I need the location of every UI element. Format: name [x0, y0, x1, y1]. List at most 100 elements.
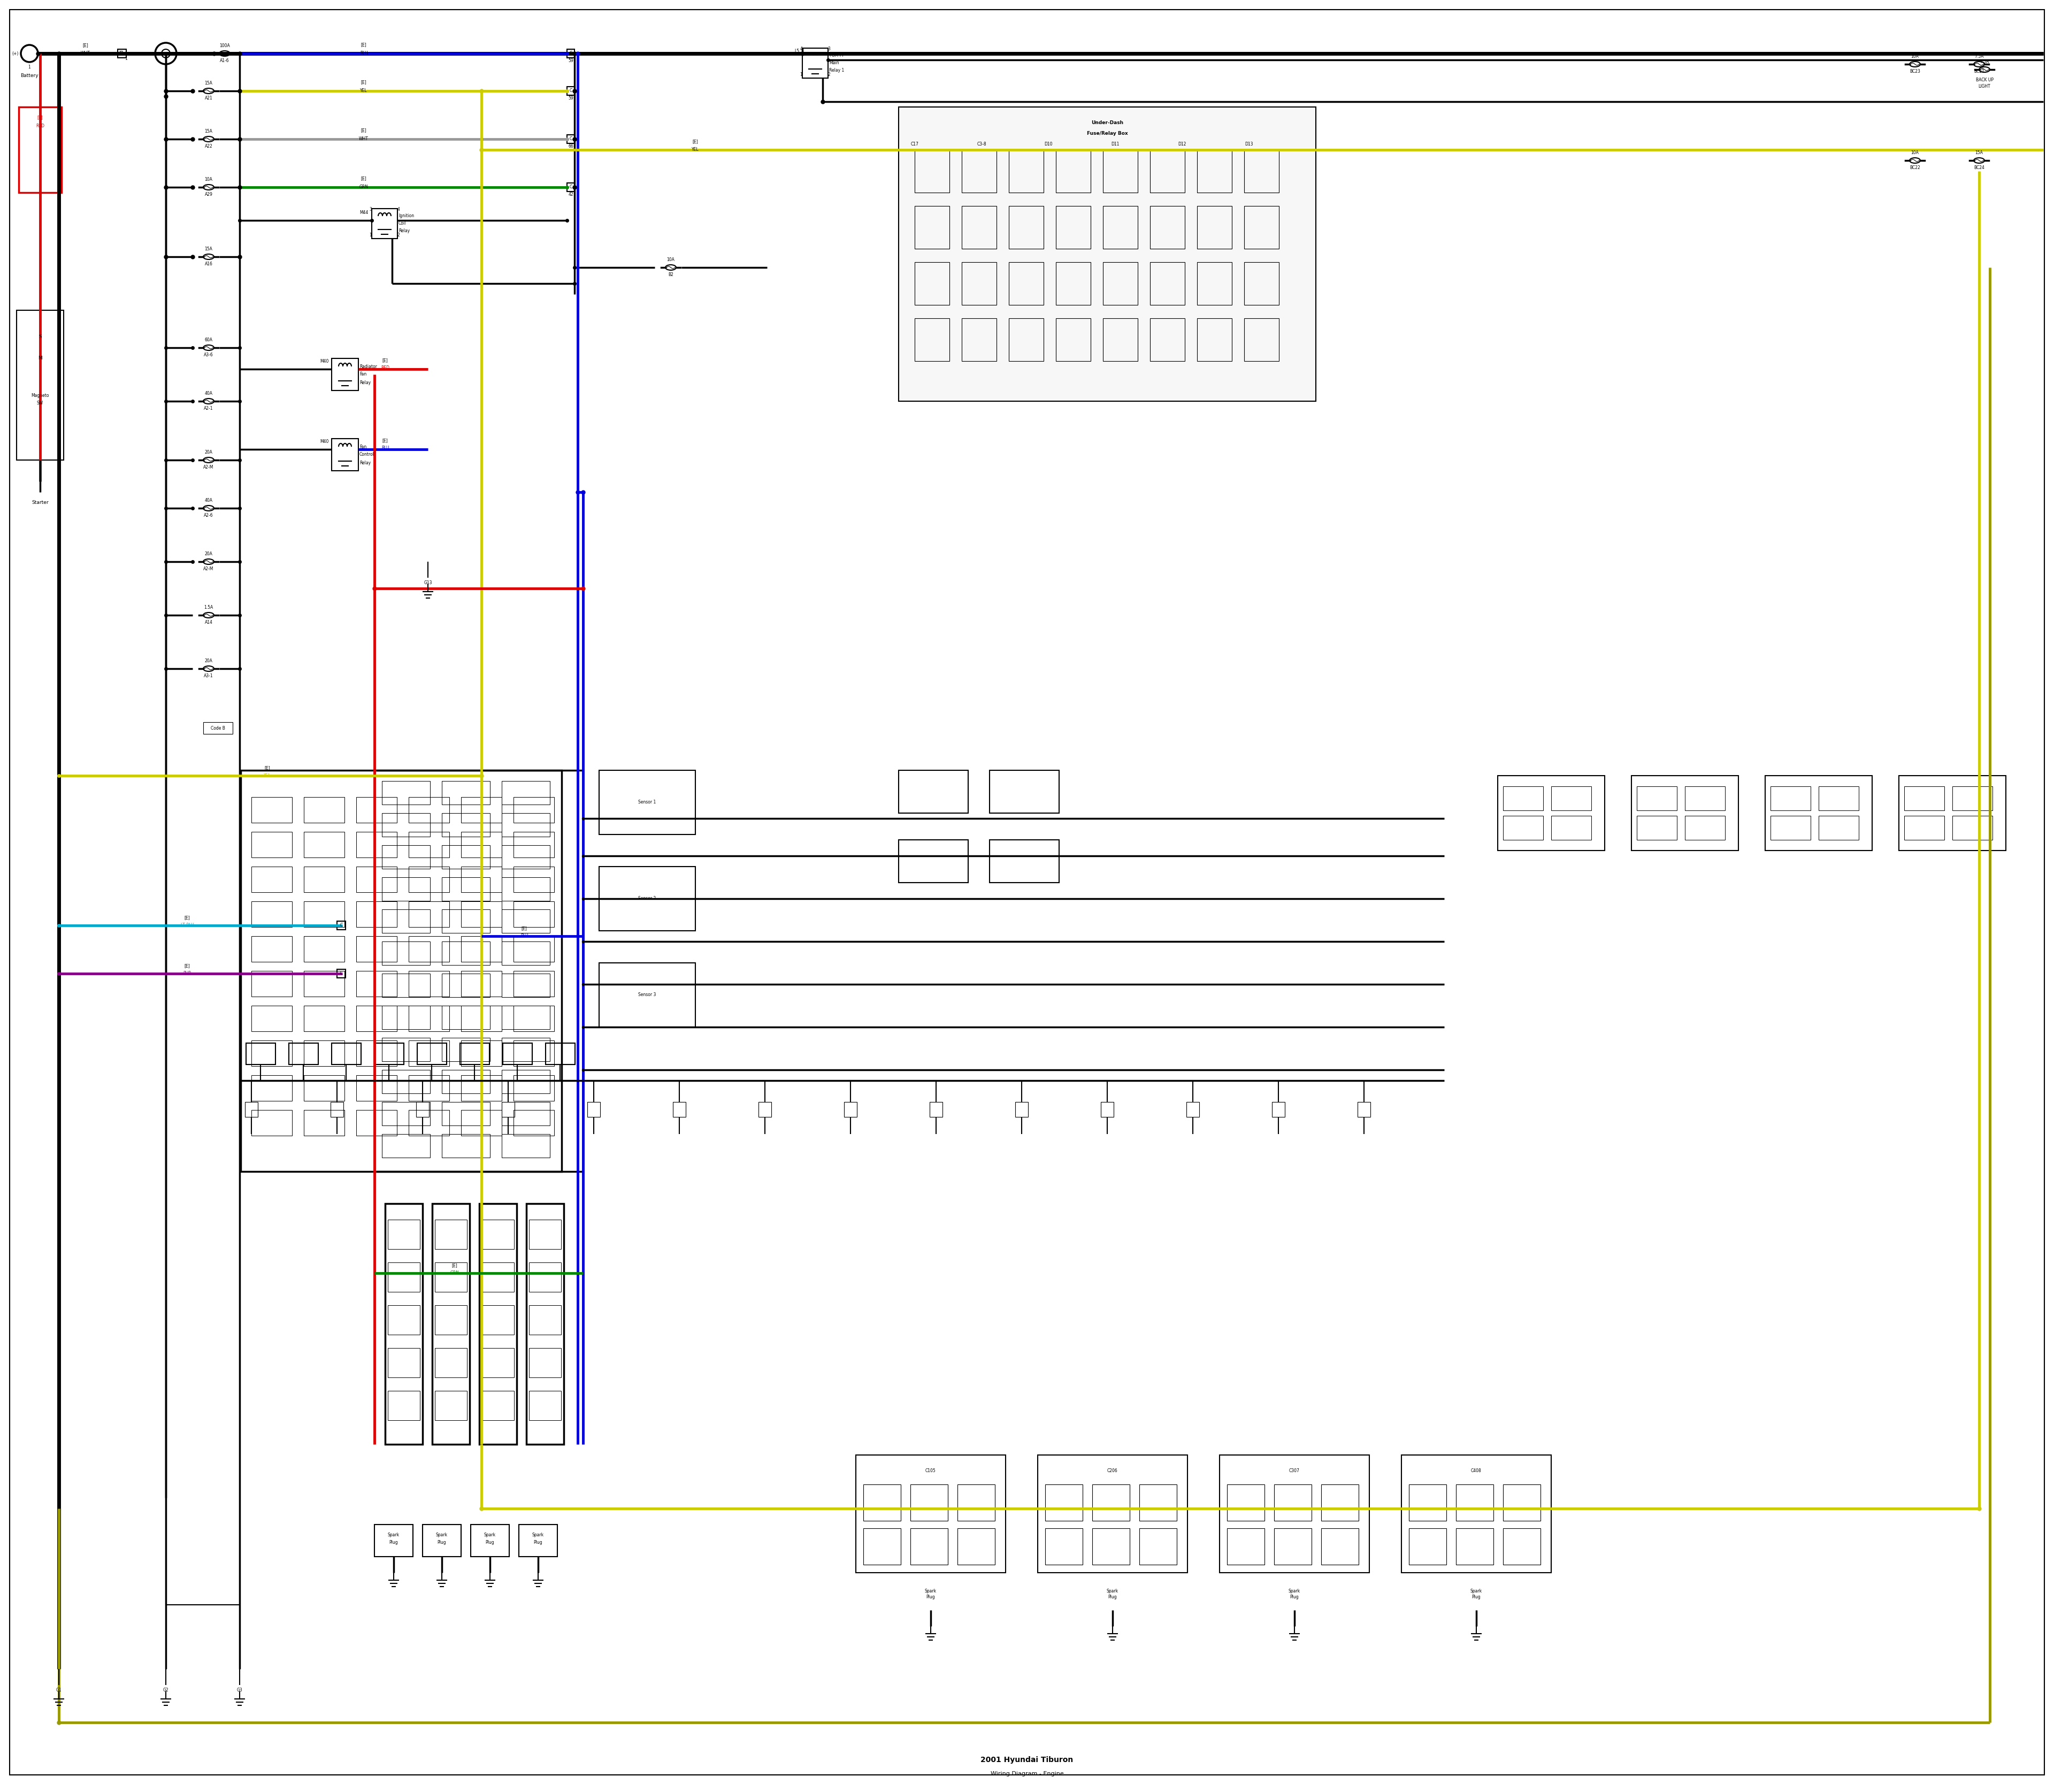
Bar [251, 831, 292, 858]
Bar [355, 1041, 396, 1066]
Text: M44: M44 [359, 210, 368, 215]
Bar [990, 771, 1060, 814]
Bar [460, 1041, 501, 1066]
Text: C: C [569, 136, 573, 142]
Bar [460, 1109, 501, 1136]
Text: Fuse/Relay Box: Fuse/Relay Box [1087, 131, 1128, 136]
Bar [1358, 1102, 1370, 1116]
Bar [355, 1005, 396, 1032]
Text: T1: T1 [119, 52, 125, 56]
Bar [961, 262, 996, 305]
Bar [442, 878, 491, 901]
Text: Fan: Fan [359, 444, 366, 450]
Ellipse shape [203, 613, 214, 618]
Bar [1009, 262, 1043, 305]
Bar [1551, 815, 1592, 840]
Bar [244, 1102, 259, 1116]
Bar [957, 1484, 994, 1521]
Bar [355, 935, 396, 962]
Bar [514, 867, 555, 892]
Text: GRN: GRN [359, 185, 368, 190]
Bar [530, 1220, 561, 1249]
Bar [1245, 319, 1280, 360]
Text: 1: 1 [370, 233, 372, 238]
Bar [423, 1525, 460, 1557]
Bar [1009, 319, 1043, 360]
Text: Coil: Coil [398, 220, 407, 226]
Bar [355, 797, 396, 823]
Bar [530, 1305, 561, 1335]
Bar [1140, 1529, 1177, 1564]
Bar [251, 1109, 292, 1136]
Text: 15A: 15A [205, 129, 212, 134]
Text: C17: C17 [910, 142, 918, 147]
Bar [514, 901, 555, 926]
Bar [514, 1041, 555, 1066]
Text: A2-M: A2-M [203, 466, 214, 470]
Text: Spark
Plug: Spark Plug [924, 1590, 937, 1598]
Text: 66: 66 [569, 143, 573, 149]
Bar [460, 901, 501, 926]
Bar [1101, 1102, 1113, 1116]
Text: 2: 2 [396, 233, 401, 238]
Text: WHT: WHT [359, 136, 368, 142]
Bar [1401, 1455, 1551, 1573]
Bar [304, 797, 345, 823]
Bar [1197, 262, 1232, 305]
Ellipse shape [203, 88, 214, 93]
Bar [382, 973, 429, 996]
Text: 20A: 20A [205, 450, 212, 455]
Bar [1140, 1484, 1177, 1521]
Text: Battery: Battery [21, 73, 39, 79]
Bar [435, 1348, 466, 1378]
Bar [1197, 151, 1232, 192]
Bar [1631, 776, 1738, 851]
Bar [409, 1075, 450, 1100]
Bar [961, 151, 996, 192]
Bar [567, 86, 575, 95]
Bar [600, 771, 696, 835]
Bar [1273, 1529, 1313, 1564]
Bar [587, 1102, 600, 1116]
Text: A3-6: A3-6 [203, 353, 214, 358]
Bar [374, 1525, 413, 1557]
Bar [304, 1075, 345, 1100]
Text: Radiator: Radiator [359, 364, 378, 369]
Text: L5: L5 [795, 48, 799, 54]
Text: 4: 4 [799, 47, 803, 52]
Bar [1497, 776, 1604, 851]
Text: [E]: [E] [362, 127, 366, 133]
Ellipse shape [220, 50, 230, 56]
Bar [417, 1043, 446, 1064]
Bar [1045, 1529, 1082, 1564]
Bar [483, 1262, 514, 1292]
Bar [290, 1043, 318, 1064]
Bar [117, 48, 125, 57]
Text: SW: SW [37, 401, 43, 405]
Bar [442, 814, 491, 837]
Bar [304, 971, 345, 996]
Bar [910, 1484, 947, 1521]
Bar [567, 134, 575, 143]
Text: A14: A14 [205, 620, 212, 625]
Text: 3: 3 [828, 47, 830, 52]
Text: S: S [39, 335, 41, 339]
Bar [910, 1529, 947, 1564]
Text: 10A: 10A [1910, 151, 1918, 156]
Ellipse shape [1910, 61, 1920, 66]
Text: A22: A22 [205, 143, 212, 149]
Text: [E]: [E] [382, 358, 388, 364]
Text: A2-6: A2-6 [203, 513, 214, 518]
Bar [546, 1043, 575, 1064]
Bar [435, 1262, 466, 1292]
Text: Sensor 3: Sensor 3 [639, 993, 655, 998]
Text: (+): (+) [12, 52, 18, 56]
Bar [355, 1075, 396, 1100]
Text: [E]: [E] [37, 115, 43, 120]
Bar [501, 909, 550, 934]
Text: PGM-FI: PGM-FI [830, 54, 844, 57]
Bar [857, 1455, 1006, 1573]
Text: Spark: Spark [388, 1532, 401, 1538]
Ellipse shape [203, 398, 214, 403]
Bar [1187, 1102, 1200, 1116]
